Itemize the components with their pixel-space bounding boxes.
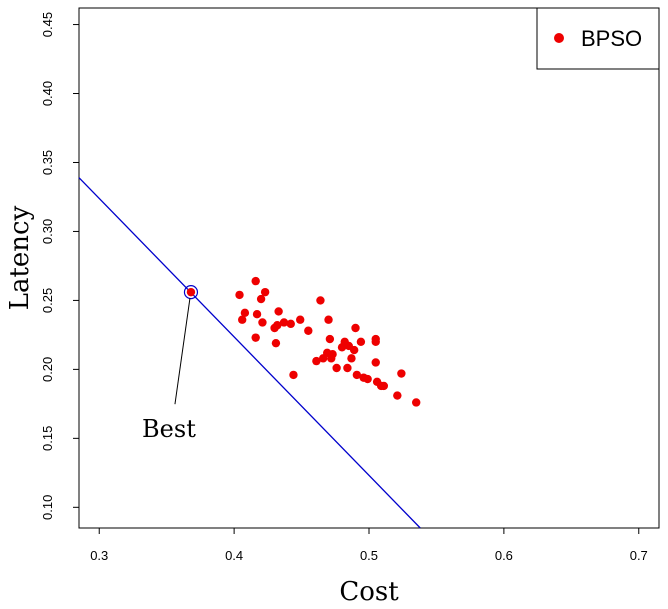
data-point [371, 358, 380, 367]
data-point [343, 363, 352, 373]
data-point [304, 326, 313, 335]
data-point [273, 321, 282, 330]
data-point [397, 369, 406, 378]
y-axis: 0.10 0.15 0.20 0.25 0.30 0.35 0.40 0.45 [40, 12, 79, 520]
data-point [312, 356, 321, 366]
data-point [252, 310, 262, 319]
data-point [412, 398, 421, 407]
data-point [238, 315, 247, 324]
x-tick-label: 0.6 [495, 548, 513, 563]
data-point [393, 391, 402, 400]
data-point [260, 287, 270, 297]
data-point [256, 294, 266, 304]
data-point [332, 363, 341, 373]
data-point [258, 318, 267, 327]
best-annotation-label: Best [142, 415, 196, 443]
x-tick-label: 0.4 [225, 548, 243, 563]
data-point [351, 323, 360, 333]
x-axis: 0.3 0.4 0.5 0.6 0.7 [90, 528, 648, 563]
data-point [251, 276, 260, 286]
data-point [240, 308, 250, 318]
legend-marker-bpso [554, 33, 564, 43]
y-tick-label: 0.10 [40, 495, 55, 520]
data-point [356, 337, 366, 346]
x-tick-label: 0.5 [360, 548, 378, 563]
y-tick-label: 0.20 [40, 357, 55, 382]
legend-label-bpso: BPSO [581, 26, 642, 51]
data-point [279, 318, 289, 327]
best-point-ring [183, 285, 199, 300]
data-point [289, 370, 298, 380]
data-point [363, 374, 372, 384]
trade-off-line-layer [78, 177, 421, 529]
data-point [251, 333, 260, 342]
data-point [328, 350, 337, 359]
data-point [296, 315, 305, 324]
data-point [235, 290, 244, 300]
data-point [371, 337, 380, 346]
data-point [271, 338, 281, 348]
plot-frame [78, 7, 660, 529]
y-tick-label: 0.35 [40, 150, 55, 175]
y-tick-label: 0.40 [40, 81, 55, 106]
trade-off-line [78, 177, 421, 529]
best-annotation-pointer [174, 298, 191, 405]
data-point [316, 296, 325, 305]
y-tick-label: 0.15 [40, 426, 55, 451]
x-tick-label: 0.7 [630, 548, 648, 563]
legend: BPSO [536, 7, 660, 70]
data-point [274, 307, 283, 316]
y-tick-label: 0.30 [40, 219, 55, 244]
data-point [379, 381, 389, 391]
best-point [186, 287, 196, 297]
data-point [286, 319, 295, 329]
data-point [325, 334, 335, 344]
y-axis-title: Latency [5, 205, 35, 310]
x-tick-label: 0.3 [90, 548, 108, 563]
best-marker-layer: Best [142, 285, 199, 443]
x-axis-title: Cost [339, 577, 399, 607]
data-point [349, 345, 359, 355]
y-tick-label: 0.25 [40, 288, 55, 313]
y-tick-label: 0.45 [40, 12, 55, 37]
data-points [235, 276, 421, 407]
data-point [352, 370, 362, 380]
data-point [347, 354, 356, 363]
data-point [324, 315, 333, 324]
